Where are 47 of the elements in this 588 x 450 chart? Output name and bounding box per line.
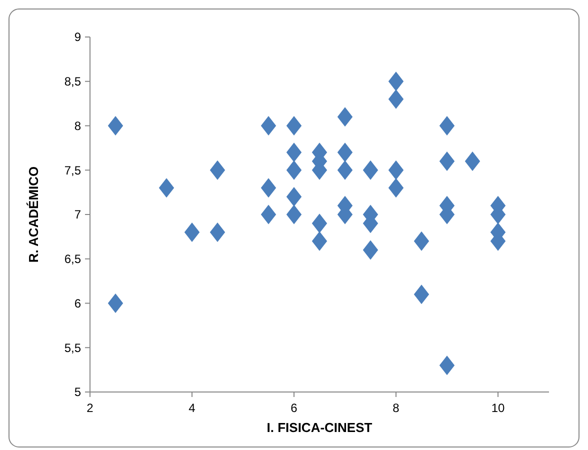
point xyxy=(414,284,430,304)
y-tick-label: 6,5 xyxy=(64,252,82,266)
point xyxy=(414,231,430,251)
y-axis-title: R. ACADÉMICO xyxy=(26,166,41,263)
point xyxy=(337,160,353,180)
y-tick-label: 5,5 xyxy=(64,340,82,355)
point xyxy=(337,142,353,162)
point xyxy=(388,178,404,198)
x-tick-label: 6 xyxy=(290,401,298,415)
x-tick-label: 4 xyxy=(188,401,196,415)
point xyxy=(108,293,124,314)
point xyxy=(286,116,302,136)
point xyxy=(388,160,404,180)
y-tick-label: 5 xyxy=(74,385,82,400)
point xyxy=(210,160,226,180)
point xyxy=(210,222,226,242)
point xyxy=(286,186,302,207)
y-tick-label: 8,5 xyxy=(64,74,82,89)
y-tick-label: 8 xyxy=(74,118,82,133)
point xyxy=(260,178,276,198)
point xyxy=(337,107,353,127)
point xyxy=(388,72,404,92)
point xyxy=(362,160,378,180)
point xyxy=(312,214,328,234)
x-axis-title: I. FISICA-CINEST xyxy=(266,420,372,435)
point xyxy=(286,142,302,162)
point xyxy=(464,151,480,172)
y-tick-label: 7 xyxy=(74,208,82,222)
point xyxy=(312,231,328,251)
point xyxy=(388,89,404,109)
point xyxy=(260,116,276,136)
y-tick-label: 6 xyxy=(74,296,82,310)
point xyxy=(260,204,276,224)
point xyxy=(286,160,302,180)
x-tick-label: 2 xyxy=(86,401,94,415)
point xyxy=(439,151,455,172)
x-tick-label: 10 xyxy=(491,401,505,415)
point xyxy=(108,116,124,136)
point xyxy=(286,204,302,224)
x-tick-label: 8 xyxy=(392,401,400,415)
point xyxy=(439,356,455,376)
point xyxy=(184,222,200,242)
point xyxy=(362,240,378,260)
y-tick-label: 9 xyxy=(74,30,82,44)
y-tick-label: 7,5 xyxy=(64,163,82,178)
point xyxy=(439,116,455,136)
point xyxy=(158,178,174,198)
